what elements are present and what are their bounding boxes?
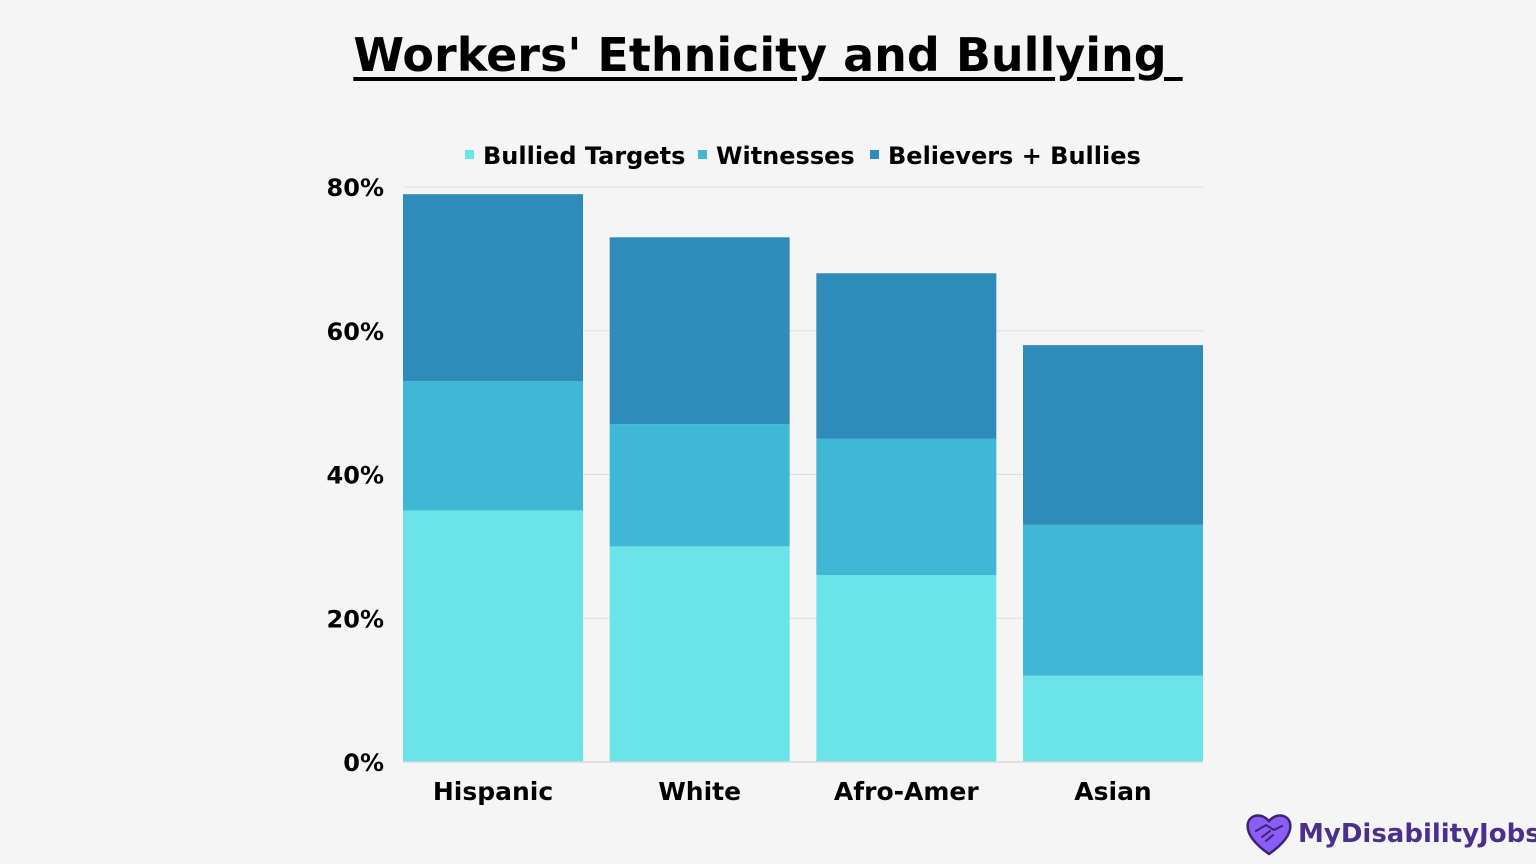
y-tick-label: 20% <box>327 605 384 633</box>
bars <box>403 194 1203 762</box>
bar-segment <box>1023 345 1203 525</box>
y-tick-labels: 0% 20% 40% 60% 80% <box>327 174 384 777</box>
legend-swatch <box>465 150 474 159</box>
brand-name: MyDisabilityJobs <box>1298 819 1536 849</box>
brand-logo[interactable]: MyDisabilityJobs <box>1244 810 1536 858</box>
bar-segment <box>1023 675 1203 762</box>
bar-segment <box>816 273 997 439</box>
bar-segment <box>1023 524 1203 676</box>
bar-segment <box>816 575 997 762</box>
x-tick-label: Hispanic <box>433 777 553 806</box>
bar-segment <box>403 381 583 511</box>
bar-segment <box>609 424 790 547</box>
legend-swatch <box>698 150 707 159</box>
legend-label: Witnesses <box>716 142 855 170</box>
bar-segment <box>403 194 583 382</box>
y-tick-label: 0% <box>343 749 384 777</box>
y-tick-label: 60% <box>327 318 384 346</box>
bar-segment <box>609 546 790 762</box>
x-tick-label: White <box>658 777 741 806</box>
legend-swatch <box>870 150 879 159</box>
bar-segment <box>403 510 583 762</box>
chart-title: Workers' Ethnicity and Bullying <box>353 28 1183 82</box>
y-tick-label: 80% <box>327 174 384 202</box>
x-tick-label: Afro-Amer <box>834 777 979 806</box>
legend-label: Bullied Targets <box>483 142 685 170</box>
x-tick-labels: Hispanic White Afro-Amer Asian <box>433 777 1152 806</box>
legend: Bullied Targets Witnesses Believers + Bull… <box>465 142 1141 170</box>
x-tick-label: Asian <box>1074 777 1151 806</box>
legend-label: Believers + Bullies <box>888 142 1141 170</box>
heart-handshake-icon <box>1246 814 1292 856</box>
bar-segment <box>609 237 790 425</box>
bar-segment <box>816 438 997 576</box>
y-tick-label: 40% <box>327 462 384 490</box>
